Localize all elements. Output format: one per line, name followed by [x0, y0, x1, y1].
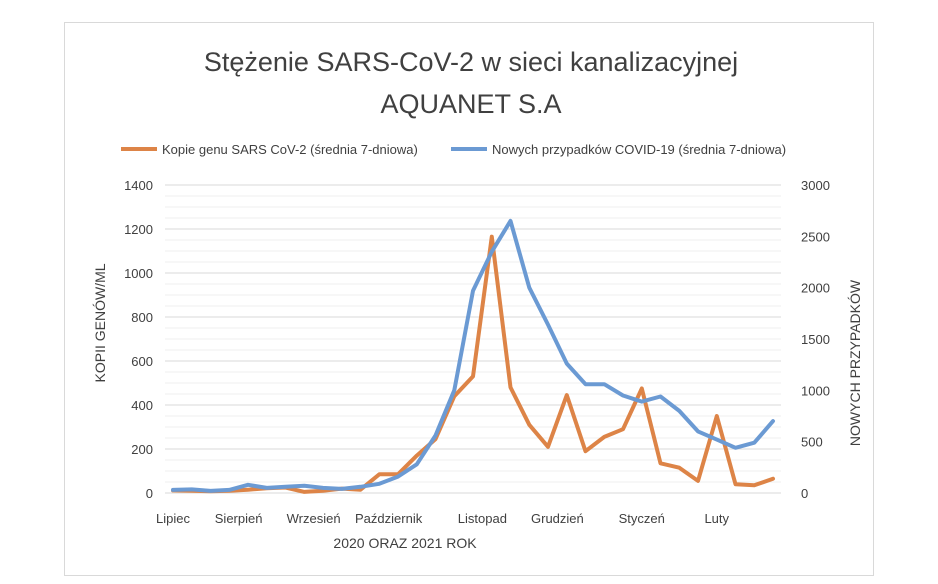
y-left-tick-label: 1000: [124, 266, 153, 281]
y-right-tick-label: 0: [801, 486, 808, 501]
y-left-tick-label: 600: [131, 354, 153, 369]
y-axis-left-title: KOPII GENÓW/ML: [92, 263, 108, 382]
y-axis-right-title: NOWYCH PRZYPADKÓW: [847, 279, 863, 446]
chart-frame: Stężenie SARS-CoV-2 w sieci kanalizacyjn…: [64, 22, 874, 576]
x-tick-label: Listopad: [458, 511, 507, 526]
chart-subtitle: AQUANET S.A: [380, 89, 561, 119]
x-axis-ticks: Lipiec Sierpień Wrzesień Październik Listopa…: [156, 511, 730, 526]
gridlines: [165, 184, 781, 494]
x-tick-label: Wrzesień: [287, 511, 341, 526]
series-line-gene-copies: [171, 234, 775, 494]
y-right-tick-label: 1000: [801, 383, 830, 398]
x-tick-label: Styczeń: [619, 511, 665, 526]
y-right-tick-label: 3000: [801, 178, 830, 193]
y-left-tick-label: 200: [131, 442, 153, 457]
chart-title: Stężenie SARS-CoV-2 w sieci kanalizacyjn…: [204, 47, 738, 77]
x-tick-label: Lipiec: [156, 511, 190, 526]
line-chart: Stężenie SARS-CoV-2 w sieci kanalizacyjn…: [92, 47, 863, 551]
y-left-tick-label: 1200: [124, 222, 153, 237]
y-right-tick-label: 2000: [801, 281, 830, 296]
y-right-tick-label: 2500: [801, 229, 830, 244]
x-tick-label: Sierpień: [215, 511, 263, 526]
x-tick-label: Październik: [355, 511, 423, 526]
y-axis-left-ticks: 0 200 400 600 800 1000 1200 1400: [124, 178, 153, 501]
x-tick-label: Luty: [704, 511, 729, 526]
series-line-new-cases: [171, 218, 775, 493]
legend-label-cases: Nowych przypadków COVID-19 (średnia 7-dn…: [492, 142, 786, 157]
y-left-tick-label: 800: [131, 310, 153, 325]
y-right-tick-label: 1500: [801, 332, 830, 347]
x-axis-title: 2020 ORAZ 2021 ROK: [333, 535, 477, 551]
y-left-tick-label: 400: [131, 398, 153, 413]
y-right-tick-label: 500: [801, 435, 823, 450]
y-left-tick-label: 1400: [124, 178, 153, 193]
legend: Kopie genu SARS CoV-2 (średnia 7-dniowa)…: [121, 142, 786, 157]
y-axis-right-ticks: 0 500 1000 1500 2000 2500 3000: [801, 178, 830, 501]
legend-label-genes: Kopie genu SARS CoV-2 (średnia 7-dniowa): [162, 142, 418, 157]
y-left-tick-label: 0: [146, 486, 153, 501]
x-tick-label: Grudzień: [531, 511, 584, 526]
series-lines: [171, 218, 775, 494]
